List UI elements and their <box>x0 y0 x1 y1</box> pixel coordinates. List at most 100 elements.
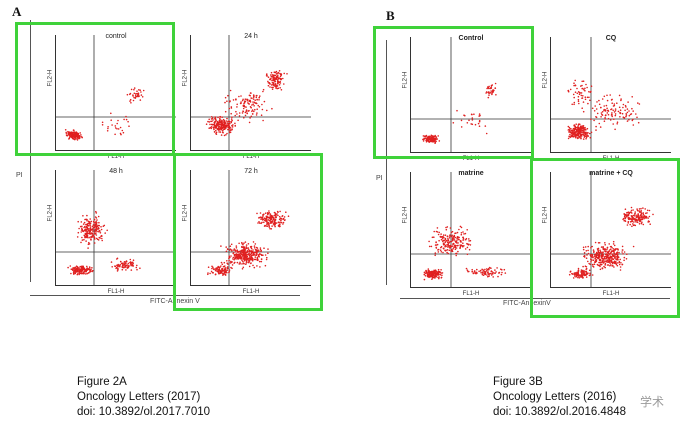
scatter-dot <box>437 135 439 137</box>
scatter-dot <box>586 127 589 130</box>
scatter-dot <box>576 274 579 277</box>
scatter-dot <box>123 263 126 265</box>
scatter-dot <box>635 113 637 115</box>
scatter-dot <box>613 250 615 253</box>
scatter-dot <box>641 221 643 223</box>
scatter-dot <box>231 126 234 128</box>
scatter-dot <box>267 216 269 219</box>
scatter-dot <box>438 231 440 234</box>
scatter-dot <box>95 228 98 230</box>
scatter-dot <box>130 269 133 271</box>
scatter-dot <box>569 131 572 134</box>
scatter-dot <box>125 118 128 121</box>
scatter-dot <box>238 255 241 258</box>
scatter-dot <box>573 134 576 136</box>
scatter-dot <box>609 252 612 254</box>
scatter-dot <box>431 236 434 239</box>
scatter-dot <box>455 252 458 255</box>
scatter-dot <box>581 270 583 272</box>
scatter-dot <box>256 265 258 267</box>
scatter-dot <box>88 227 90 230</box>
scatter-dot <box>477 122 480 125</box>
scatter-dot <box>590 247 592 249</box>
scatter-dot <box>576 92 579 95</box>
scatter-dot <box>252 259 254 261</box>
scatter-dot <box>428 245 431 248</box>
scatter-dot <box>106 130 109 132</box>
scatter-dot <box>277 80 279 82</box>
scatter-dot <box>432 140 434 143</box>
scatter-dot <box>88 236 90 239</box>
scatter-dot <box>269 213 272 215</box>
scatter-dot <box>579 92 582 94</box>
scatter-dot <box>448 237 451 239</box>
scatter-dot <box>123 118 125 121</box>
scatter-dot <box>86 234 89 237</box>
scatter-dot <box>574 128 577 130</box>
scatter-dot <box>79 272 82 274</box>
scatter-dot <box>445 226 447 229</box>
scatter-dot <box>430 274 433 277</box>
scatter-dot <box>625 115 627 118</box>
scatter-dot <box>497 275 499 278</box>
scatter-dot <box>260 253 262 256</box>
scatter-dot <box>80 241 82 244</box>
scatter-dot <box>259 266 261 268</box>
scatter-dot <box>86 272 89 275</box>
scatter-dot <box>424 137 427 139</box>
scatter-dot <box>594 257 597 259</box>
scatter-dot <box>431 277 434 279</box>
scatter-dot <box>222 123 225 125</box>
scatter-dot <box>229 262 232 264</box>
scatter-dot <box>577 137 579 140</box>
scatter-dot <box>621 249 624 251</box>
scatter-dot <box>96 230 98 233</box>
scatter-dot <box>580 125 582 127</box>
scatter-dot <box>610 264 612 266</box>
scatter-dot <box>586 254 588 256</box>
scatter-dot <box>233 258 235 261</box>
plot-y-label: FL2-H <box>402 206 409 224</box>
scatter-dot <box>574 126 577 129</box>
scatter-dot <box>234 251 237 253</box>
scatter-dot <box>478 113 481 115</box>
scatter-dot <box>87 247 89 249</box>
scatter-dot <box>276 213 278 215</box>
scatter-dot <box>259 253 261 255</box>
scatter-dot <box>463 233 465 235</box>
scatter-dot <box>275 77 278 80</box>
scatter-dot <box>604 110 607 112</box>
scatter-dot <box>605 104 608 107</box>
scatter-dot <box>488 91 490 93</box>
scatter-dot <box>216 268 218 270</box>
scatter-dot <box>580 135 583 137</box>
scatter-dot <box>142 89 145 92</box>
plot-x-label: FL1-H <box>602 291 620 297</box>
scatter-dot <box>273 83 275 85</box>
scatter-dot <box>594 255 596 258</box>
scatter-dot <box>606 94 608 97</box>
scatter-dot <box>632 110 634 112</box>
scatter-dot <box>65 133 68 135</box>
scatter-dot <box>229 122 231 125</box>
scatter-dot <box>488 275 490 277</box>
scatter-dot <box>95 226 97 228</box>
scatter-dot <box>222 265 225 268</box>
scatter-dot <box>588 269 591 272</box>
scatter-dot <box>226 248 229 250</box>
scatter-dot <box>77 231 80 234</box>
scatter-dot <box>86 231 88 233</box>
scatter-dot <box>582 95 584 97</box>
scatter-dot <box>624 219 626 222</box>
scatter-dot <box>490 267 492 269</box>
scatter-dot <box>435 270 438 273</box>
scatter-dot <box>601 111 604 113</box>
highlight-box-b-matrine-cq <box>530 158 680 318</box>
scatter-dot <box>271 75 273 78</box>
scatter-dot <box>130 88 133 91</box>
scatter-dot <box>453 237 455 240</box>
scatter-dot <box>237 119 239 122</box>
scatter-dot <box>221 268 223 270</box>
scatter-dot <box>259 212 262 214</box>
scatter-dot <box>97 215 100 218</box>
